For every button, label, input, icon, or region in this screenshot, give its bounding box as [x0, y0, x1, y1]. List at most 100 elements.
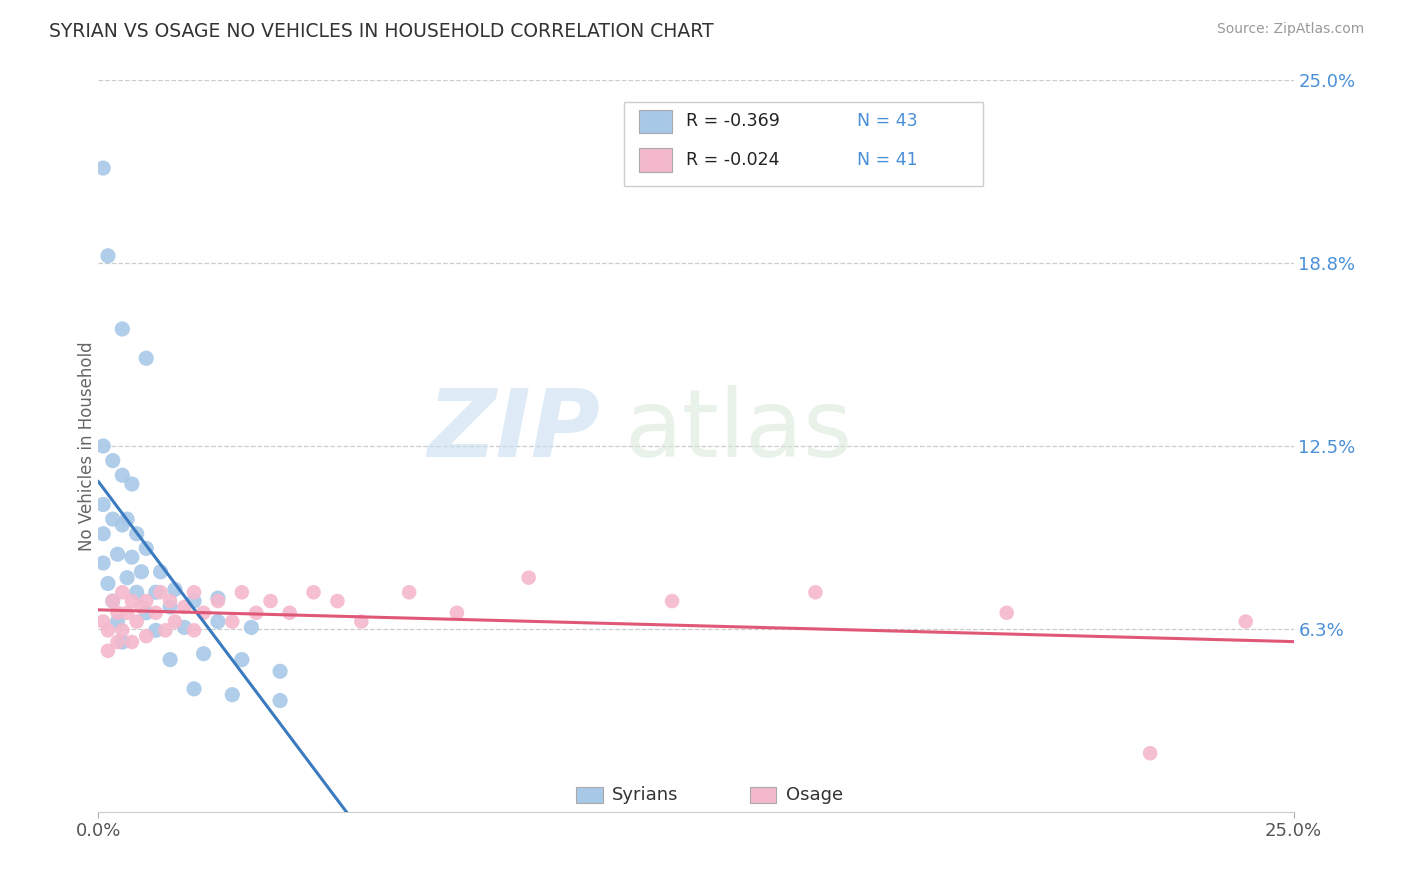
Point: [91, 439, 114, 453]
Point: [221, 688, 243, 702]
Point: [107, 615, 129, 629]
Point: [193, 647, 215, 661]
Point: [269, 693, 291, 707]
Point: [107, 606, 129, 620]
Point: [107, 635, 129, 649]
Text: R = -0.024: R = -0.024: [686, 151, 780, 169]
Point: [131, 599, 153, 614]
Point: [259, 594, 281, 608]
Point: [115, 512, 138, 526]
FancyBboxPatch shape: [638, 110, 672, 133]
Point: [517, 571, 540, 585]
Point: [183, 624, 205, 638]
Point: [135, 594, 157, 608]
Point: [207, 615, 229, 629]
Point: [111, 585, 134, 599]
Point: [145, 585, 167, 599]
Point: [269, 665, 291, 679]
Point: [121, 477, 143, 491]
Point: [155, 624, 177, 638]
Point: [231, 585, 253, 599]
Point: [111, 518, 134, 533]
Point: [97, 249, 120, 263]
Point: [163, 582, 186, 597]
Point: [207, 594, 229, 608]
Point: [125, 526, 148, 541]
Point: [125, 585, 148, 599]
Point: [101, 453, 124, 467]
FancyBboxPatch shape: [749, 787, 776, 803]
Point: [111, 624, 134, 638]
Point: [121, 550, 143, 565]
Point: [398, 585, 420, 599]
Point: [350, 615, 373, 629]
Point: [193, 606, 215, 620]
Point: [101, 594, 124, 608]
Text: N = 43: N = 43: [858, 112, 918, 130]
Point: [1139, 746, 1161, 760]
Point: [159, 594, 181, 608]
Point: [995, 606, 1018, 620]
Point: [135, 541, 157, 556]
Point: [97, 644, 120, 658]
Point: [91, 615, 114, 629]
Point: [107, 547, 129, 561]
Point: [115, 606, 138, 620]
Text: atlas: atlas: [624, 385, 852, 477]
Point: [91, 161, 114, 175]
Point: [804, 585, 827, 599]
Point: [101, 512, 124, 526]
Point: [326, 594, 349, 608]
Point: [159, 652, 181, 666]
Point: [302, 585, 325, 599]
Point: [661, 594, 683, 608]
Point: [183, 594, 205, 608]
Text: Osage: Osage: [786, 786, 842, 804]
Point: [111, 322, 134, 336]
Text: N = 41: N = 41: [858, 151, 918, 169]
FancyBboxPatch shape: [624, 103, 983, 186]
Point: [115, 571, 138, 585]
Point: [1234, 615, 1257, 629]
Text: Source: ZipAtlas.com: Source: ZipAtlas.com: [1216, 22, 1364, 37]
Text: ZIP: ZIP: [427, 385, 600, 477]
Point: [149, 565, 172, 579]
Point: [159, 599, 181, 614]
Point: [91, 526, 114, 541]
Point: [121, 635, 143, 649]
Point: [135, 606, 157, 620]
Text: Syrians: Syrians: [613, 786, 679, 804]
Point: [131, 565, 153, 579]
Point: [111, 468, 134, 483]
Text: R = -0.369: R = -0.369: [686, 112, 780, 130]
Point: [145, 606, 167, 620]
Point: [91, 498, 114, 512]
FancyBboxPatch shape: [638, 148, 672, 171]
Point: [446, 606, 468, 620]
Point: [121, 594, 143, 608]
Point: [207, 591, 229, 606]
FancyBboxPatch shape: [576, 787, 603, 803]
Point: [231, 652, 253, 666]
Point: [135, 629, 157, 643]
Point: [245, 606, 267, 620]
Point: [149, 585, 172, 599]
Point: [125, 615, 148, 629]
Point: [240, 620, 263, 634]
Point: [278, 606, 301, 620]
Point: [221, 615, 243, 629]
Point: [101, 594, 124, 608]
Point: [183, 585, 205, 599]
Point: [111, 635, 134, 649]
Point: [163, 615, 186, 629]
Point: [173, 620, 195, 634]
Point: [97, 624, 120, 638]
Point: [183, 681, 205, 696]
Point: [91, 556, 114, 570]
Point: [135, 351, 157, 366]
Text: SYRIAN VS OSAGE NO VEHICLES IN HOUSEHOLD CORRELATION CHART: SYRIAN VS OSAGE NO VEHICLES IN HOUSEHOLD…: [49, 22, 714, 41]
Y-axis label: No Vehicles in Household: No Vehicles in Household: [79, 341, 96, 551]
Point: [173, 599, 195, 614]
Point: [97, 576, 120, 591]
Point: [145, 624, 167, 638]
